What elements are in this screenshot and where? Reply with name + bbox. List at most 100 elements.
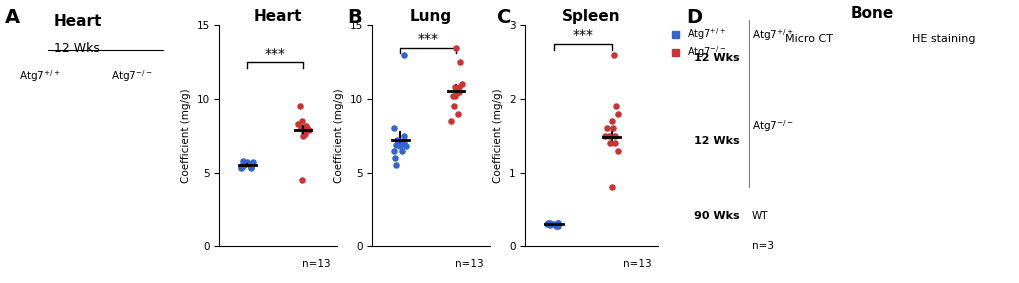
- Point: [604, 126, 621, 131]
- Point: [540, 220, 556, 225]
- Point: [299, 126, 315, 131]
- Text: 12 Wks: 12 Wks: [693, 53, 739, 63]
- Point: [395, 134, 412, 138]
- Legend: Atg7$^{+/+}$, Atg7$^{-/-}$: Atg7$^{+/+}$, Atg7$^{-/-}$: [672, 26, 726, 60]
- Text: Atg7$^{+/+}$: Atg7$^{+/+}$: [751, 27, 793, 43]
- Point: [541, 221, 557, 226]
- Text: HE staining: HE staining: [911, 34, 974, 44]
- Point: [446, 94, 463, 98]
- Point: [292, 126, 309, 131]
- Text: n=13: n=13: [302, 260, 330, 269]
- Point: [243, 166, 259, 170]
- Point: [605, 53, 622, 57]
- Point: [242, 163, 258, 168]
- Point: [397, 144, 414, 148]
- Point: [234, 162, 251, 166]
- Text: 90 Wks: 90 Wks: [693, 211, 739, 222]
- Y-axis label: Coefficient (mg/g): Coefficient (mg/g): [180, 89, 191, 183]
- Point: [450, 89, 467, 94]
- Point: [387, 142, 404, 147]
- Point: [298, 125, 314, 129]
- Point: [395, 53, 412, 57]
- Point: [232, 166, 249, 170]
- Point: [442, 119, 459, 123]
- Point: [291, 104, 308, 109]
- Text: ***: ***: [264, 47, 285, 61]
- Point: [545, 222, 561, 226]
- Point: [549, 223, 566, 228]
- Text: A: A: [5, 8, 20, 27]
- Point: [606, 141, 623, 145]
- Title: Heart: Heart: [254, 9, 302, 24]
- Title: Lung: Lung: [410, 9, 451, 24]
- Y-axis label: Coefficient (mg/g): Coefficient (mg/g): [333, 89, 343, 183]
- Point: [600, 134, 616, 138]
- Point: [539, 222, 555, 226]
- Point: [603, 185, 620, 190]
- Text: ***: ***: [572, 28, 593, 42]
- Point: [453, 82, 470, 87]
- Point: [607, 104, 624, 109]
- Point: [549, 220, 566, 225]
- Point: [598, 126, 614, 131]
- Point: [547, 223, 564, 228]
- Text: n=13: n=13: [454, 260, 483, 269]
- Text: WT: WT: [751, 211, 767, 222]
- Point: [394, 140, 411, 144]
- Point: [444, 94, 461, 98]
- Point: [301, 128, 317, 132]
- Point: [447, 45, 464, 50]
- Title: Spleen: Spleen: [561, 9, 621, 24]
- Text: n=13: n=13: [622, 260, 651, 269]
- Point: [297, 132, 313, 137]
- Point: [289, 122, 306, 126]
- Point: [601, 141, 618, 145]
- Point: [542, 222, 558, 226]
- Point: [385, 126, 401, 131]
- Point: [243, 164, 259, 169]
- Point: [234, 158, 251, 163]
- Point: [609, 112, 626, 116]
- Text: Atg7$^{+/+}$: Atg7$^{+/+}$: [19, 68, 60, 84]
- Point: [294, 134, 311, 138]
- Point: [238, 160, 255, 165]
- Point: [240, 162, 257, 166]
- Text: C: C: [496, 8, 511, 27]
- Point: [386, 156, 403, 160]
- Point: [608, 148, 625, 153]
- Point: [385, 148, 401, 153]
- Text: 12 Wks: 12 Wks: [693, 136, 739, 147]
- Point: [393, 148, 410, 153]
- Point: [596, 134, 612, 138]
- Point: [233, 164, 250, 169]
- Point: [603, 119, 620, 123]
- Point: [387, 163, 404, 168]
- Point: [293, 119, 310, 123]
- Text: Bone: Bone: [850, 6, 893, 21]
- Point: [243, 163, 259, 168]
- Point: [449, 89, 466, 94]
- Point: [235, 163, 252, 168]
- Point: [297, 129, 313, 134]
- Point: [395, 141, 412, 145]
- Point: [541, 223, 557, 227]
- Point: [232, 164, 249, 169]
- Point: [391, 144, 408, 148]
- Point: [549, 220, 566, 225]
- Point: [298, 123, 314, 128]
- Text: Atg7$^{-/-}$: Atg7$^{-/-}$: [111, 68, 152, 84]
- Text: n=3: n=3: [751, 241, 773, 251]
- Text: Micro CT: Micro CT: [784, 34, 833, 44]
- Text: B: B: [346, 8, 361, 27]
- Text: Heart: Heart: [54, 14, 102, 29]
- Point: [388, 138, 405, 143]
- Text: Atg7$^{-/-}$: Atg7$^{-/-}$: [751, 118, 793, 134]
- Point: [296, 131, 312, 135]
- Point: [446, 85, 463, 89]
- Point: [606, 134, 623, 138]
- Text: ***: ***: [417, 32, 438, 46]
- Point: [451, 60, 468, 65]
- Point: [450, 85, 467, 89]
- Point: [293, 178, 310, 182]
- Text: D: D: [686, 8, 702, 27]
